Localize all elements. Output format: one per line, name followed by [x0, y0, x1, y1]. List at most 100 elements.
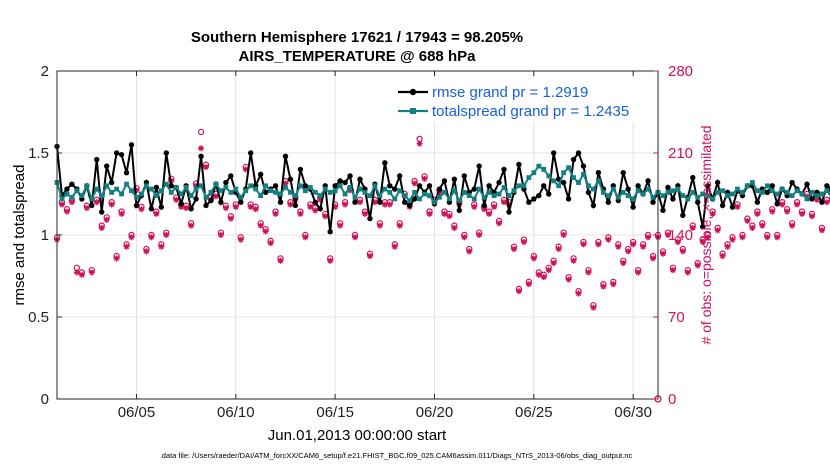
rmse-point — [670, 196, 676, 202]
totalspread-point — [710, 196, 716, 202]
obs-assimilated-point — [327, 257, 334, 264]
obs-assimilated-point — [759, 222, 766, 229]
totalspread-point — [804, 196, 810, 202]
y-right-tick-label: 280 — [668, 63, 693, 80]
totalspread-point — [377, 193, 383, 199]
obs-assimilated-point — [396, 222, 403, 229]
totalspread-point — [531, 170, 537, 176]
obs-assimilated-point — [650, 255, 657, 262]
obs-assimilated-point — [252, 206, 259, 213]
totalspread-point — [79, 193, 85, 199]
rmse-point — [764, 189, 770, 196]
rmse-point — [476, 163, 482, 169]
rmse-point — [541, 183, 547, 189]
totalspread-point — [620, 189, 626, 195]
rmse-point — [660, 207, 666, 214]
rmse-point — [153, 184, 160, 191]
y-left-tick-label: 1 — [41, 227, 49, 244]
totalspread-point — [461, 189, 467, 195]
rmse-point — [332, 183, 338, 189]
totalspread-point — [332, 188, 338, 194]
totalspread-point — [466, 193, 472, 199]
rmse-point — [769, 183, 775, 189]
rmse-point — [123, 169, 130, 176]
obs-assimilated-point — [466, 248, 473, 255]
totalspread-point — [551, 178, 557, 184]
totalspread-point — [705, 193, 711, 199]
obs-assimilated-point — [550, 260, 557, 267]
rmse-point — [804, 181, 810, 187]
totalspread-point — [591, 186, 596, 192]
obs-assimilated-point — [366, 253, 373, 260]
obs-assimilated-point — [818, 227, 825, 234]
totalspread-point — [148, 186, 154, 192]
obs-assimilated-point — [123, 243, 130, 250]
obs-assimilated-point — [426, 210, 433, 217]
totalspread-point — [446, 196, 452, 202]
totalspread-point — [516, 183, 522, 189]
obs-assimilated-point — [585, 269, 592, 276]
totalspread-point — [134, 194, 139, 200]
rmse-point — [297, 166, 304, 173]
obs-assimilated-point — [570, 257, 577, 264]
totalspread-point — [104, 183, 110, 189]
rmse-point — [342, 179, 348, 186]
obs-assimilated-point — [779, 201, 786, 208]
rmse-point — [565, 196, 572, 202]
obs-assimilated-point — [158, 243, 165, 250]
x-tick-label: 06/05 — [118, 404, 156, 421]
totalspread-point — [163, 181, 169, 187]
obs-assimilated-point — [113, 255, 120, 262]
totalspread-point — [158, 188, 164, 194]
obs-assimilated-point — [307, 203, 314, 210]
totalspread-point — [144, 183, 149, 189]
totalspread-point — [764, 183, 770, 189]
obs-assimilated-point — [242, 166, 249, 173]
totalspread-point — [119, 191, 124, 197]
rmse-point — [819, 199, 825, 205]
obs-assimilated-point — [714, 227, 721, 234]
rmse-point — [238, 199, 244, 205]
obs-possible-point — [197, 128, 205, 136]
obs-assimilated-point — [501, 199, 508, 206]
totalspread-point — [779, 186, 785, 192]
obs-assimilated-point — [724, 243, 731, 250]
obs-assimilated-point — [143, 248, 150, 255]
totalspread-point — [794, 188, 800, 194]
obs-assimilated-point — [555, 246, 562, 253]
x-axis-label: Jun.01,2013 00:00:00 start — [268, 427, 447, 444]
obs-assimilated-point — [98, 224, 105, 231]
obs-assimilated-point — [530, 255, 537, 262]
totalspread-point — [198, 183, 204, 189]
obs-assimilated-point — [565, 276, 572, 283]
rmse-point — [208, 197, 214, 204]
totalspread-point — [665, 189, 671, 195]
obs-assimilated-point — [297, 210, 304, 217]
obs-assimilated-point — [356, 199, 363, 206]
obs-assimilated-point — [262, 228, 269, 235]
totalspread-point — [605, 193, 611, 199]
obs-assimilated-point — [645, 234, 652, 241]
obs-assimilated-point — [491, 203, 498, 210]
totalspread-point — [650, 194, 656, 200]
rmse-point — [292, 202, 299, 209]
obs-assimilated-point — [689, 224, 696, 231]
y-right-tick-label: 140 — [668, 227, 693, 244]
totalspread-point — [213, 181, 219, 187]
obs-assimilated-point — [361, 210, 368, 217]
totalspread-point — [412, 189, 418, 195]
obs-assimilated-point — [471, 203, 478, 210]
rmse-point — [461, 173, 467, 179]
obs-assimilated-point — [148, 234, 155, 241]
obs-assimilated-point — [118, 210, 125, 217]
obs-assimilated-point — [789, 222, 796, 229]
totalspread-point — [685, 196, 691, 202]
data-file-footnote: data file: /Users/raeder/DAI/ATM_forcXX/… — [162, 451, 633, 460]
obs-assimilated-point — [217, 232, 224, 238]
rmse-point — [754, 199, 761, 205]
totalspread-point — [640, 191, 646, 197]
rmse-point — [327, 229, 333, 235]
rmse-point — [113, 150, 120, 156]
rmse-point — [248, 150, 254, 156]
rmse-point — [789, 179, 795, 186]
